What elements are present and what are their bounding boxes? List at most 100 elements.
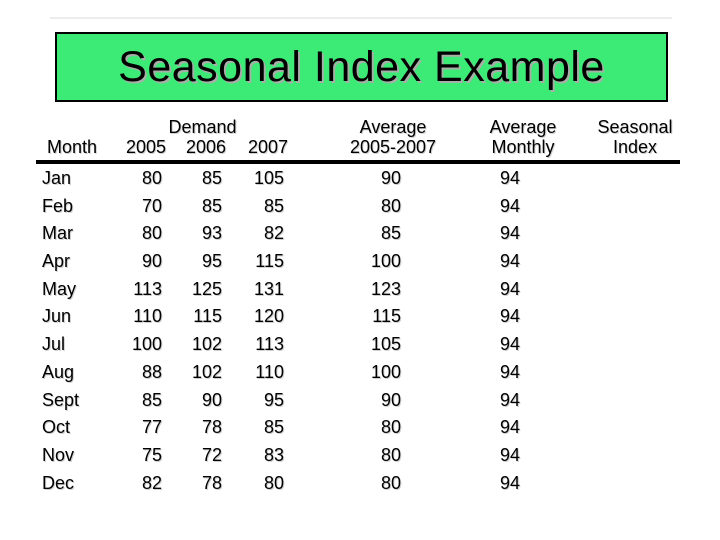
seasonal-index-cell xyxy=(563,359,685,387)
seasonal-index-cell xyxy=(563,470,685,498)
seasonal-index-cell xyxy=(563,387,685,415)
demand-2007-cell: 110 xyxy=(255,361,284,382)
demand-2005-cell: 113 xyxy=(133,278,162,299)
table-row: Mar 80 93 82 85 94 xyxy=(36,220,685,248)
demand-2006-cell: 93 xyxy=(201,223,222,244)
average-cell: 80 xyxy=(380,472,401,493)
seasonal-index-table: Demand Average Average Seasonal Month 20… xyxy=(36,117,685,497)
demand-2006-cell: 78 xyxy=(201,472,222,493)
average-cell: 105 xyxy=(370,334,401,355)
title-box: Seasonal Index Example xyxy=(55,32,668,102)
table-row: Jun 110 115 120 115 94 xyxy=(36,303,685,331)
average-monthly-cell: 94 xyxy=(499,472,521,493)
month-cell: Sept xyxy=(42,389,80,410)
table-row: Jul 100 102 113 105 94 xyxy=(36,331,685,359)
demand-2006-cell: 102 xyxy=(191,334,222,355)
average-monthly-cell: 94 xyxy=(499,417,521,438)
average-cell: 80 xyxy=(380,195,401,216)
year-2005-header: 2005 xyxy=(125,137,166,157)
average-cell: 90 xyxy=(380,389,401,410)
month-cell: Jul xyxy=(42,334,66,355)
demand-2005-cell: 70 xyxy=(141,195,162,216)
seasonal-index-header-line2: Index xyxy=(612,137,658,157)
table-row: Apr 90 95 115 100 94 xyxy=(36,248,685,276)
average-monthly-cell: 94 xyxy=(499,195,521,216)
demand-2007-cell: 95 xyxy=(263,389,284,410)
demand-2006-cell: 125 xyxy=(191,278,222,299)
average-cell: 85 xyxy=(380,223,401,244)
month-cell: May xyxy=(42,278,77,299)
average-monthly-cell: 94 xyxy=(499,361,521,382)
average-monthly-cell: 94 xyxy=(499,389,521,410)
demand-2005-cell: 77 xyxy=(141,417,162,438)
demand-2006-cell: 85 xyxy=(201,168,222,188)
demand-2005-cell: 85 xyxy=(141,389,162,410)
seasonal-index-cell xyxy=(563,442,685,470)
average-monthly-header-line2: Monthly xyxy=(491,137,555,157)
average-cell: 123 xyxy=(370,278,401,299)
demand-2005-cell: 82 xyxy=(141,472,162,493)
average-cell: 115 xyxy=(372,306,401,327)
table-row: May 113 125 131 123 94 xyxy=(36,276,685,304)
table-body: Jan 80 85 105 90 94 Feb 70 85 85 80 94 M… xyxy=(36,165,685,497)
average-cell: 80 xyxy=(380,417,401,438)
demand-2007-cell: 115 xyxy=(255,251,284,272)
demand-2006-cell: 102 xyxy=(191,361,222,382)
month-cell: Jun xyxy=(42,306,72,327)
demand-2007-cell: 85 xyxy=(263,195,284,216)
month-cell: Aug xyxy=(42,361,75,382)
demand-2005-cell: 80 xyxy=(141,168,162,188)
demand-2005-cell: 88 xyxy=(141,361,162,382)
demand-2005-cell: 75 xyxy=(141,444,162,465)
table-row: Jan 80 85 105 90 94 xyxy=(36,165,685,193)
month-header: Month xyxy=(47,137,98,157)
seasonal-index-header-line1: Seasonal xyxy=(597,117,673,137)
month-cell: Mar xyxy=(42,223,73,244)
average-cell: 100 xyxy=(370,251,401,272)
year-2006-header: 2006 xyxy=(185,137,226,157)
month-cell: Nov xyxy=(42,444,75,465)
demand-2007-cell: 105 xyxy=(253,168,284,188)
header-rule xyxy=(36,160,680,164)
table-row: Nov 75 72 83 80 94 xyxy=(36,442,685,470)
month-cell: Oct xyxy=(42,417,71,438)
demand-2007-cell: 83 xyxy=(263,444,284,465)
demand-2006-cell: 78 xyxy=(201,417,222,438)
demand-2007-cell: 131 xyxy=(253,278,284,299)
demand-group-header: Demand xyxy=(168,117,237,137)
demand-2007-cell: 82 xyxy=(263,223,284,244)
month-cell: Dec xyxy=(42,472,75,493)
seasonal-index-cell xyxy=(563,414,685,442)
demand-2007-cell: 120 xyxy=(253,306,284,327)
seasonal-index-cell xyxy=(563,193,685,221)
table-row: Aug 88 102 110 100 94 xyxy=(36,359,685,387)
demand-2005-cell: 80 xyxy=(141,223,162,244)
seasonal-index-cell xyxy=(563,303,685,331)
table-header: Demand Average Average Seasonal Month 20… xyxy=(36,117,685,158)
seasonal-index-cell xyxy=(563,165,685,193)
seasonal-index-cell xyxy=(563,331,685,359)
demand-2006-cell: 85 xyxy=(201,195,222,216)
average-monthly-cell: 94 xyxy=(499,306,521,327)
average-monthly-header-line1: Average xyxy=(489,117,557,137)
average-range-header-line1: Average xyxy=(359,117,427,137)
average-cell: 100 xyxy=(370,361,401,382)
month-cell: Feb xyxy=(42,195,74,216)
average-monthly-cell: 94 xyxy=(499,251,521,272)
seasonal-index-cell xyxy=(563,220,685,248)
demand-2006-cell: 72 xyxy=(201,444,222,465)
demand-2007-cell: 85 xyxy=(263,417,284,438)
average-monthly-cell: 94 xyxy=(499,168,521,188)
table-row: Sept 85 90 95 90 94 xyxy=(36,387,685,415)
demand-2006-cell: 95 xyxy=(201,251,222,272)
average-monthly-cell: 94 xyxy=(499,334,521,355)
demand-2007-cell: 113 xyxy=(255,334,284,355)
demand-2005-cell: 110 xyxy=(133,306,162,327)
year-2007-header: 2007 xyxy=(247,137,288,157)
seasonal-index-cell xyxy=(563,248,685,276)
table-row: Oct 77 78 85 80 94 xyxy=(36,414,685,442)
month-cell: Jan xyxy=(42,168,72,188)
average-monthly-cell: 94 xyxy=(499,223,521,244)
demand-2007-cell: 80 xyxy=(263,472,284,493)
top-divider xyxy=(50,17,672,19)
